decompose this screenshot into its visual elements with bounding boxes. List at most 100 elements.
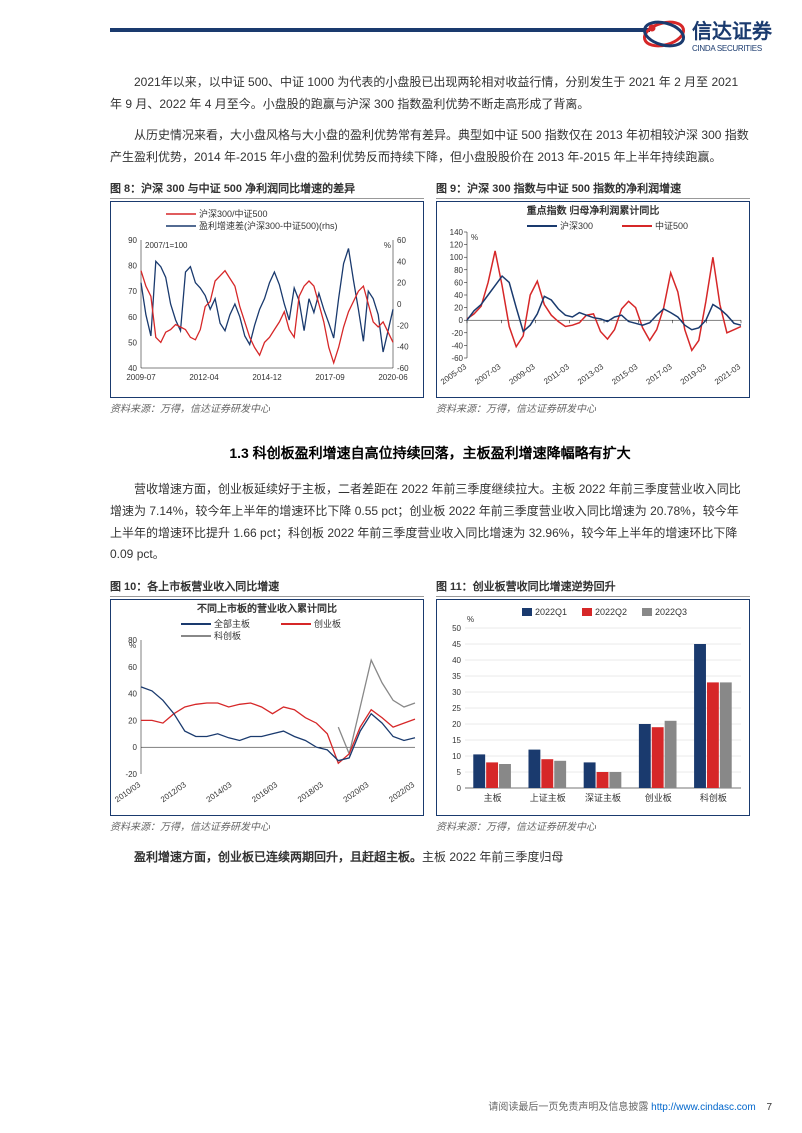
svg-text:2014/03: 2014/03 [205, 780, 234, 804]
section-1-3-title: 1.3 科创板盈利增速自高位持续回落，主板盈利增速降幅略有扩大 [110, 443, 750, 463]
paragraph-4: 盈利增速方面，创业板已连续两期回升，且赶超主板。主板 2022 年前三季度归母 [110, 847, 750, 869]
fig9-chart: 重点指数 归母净利润累计同比沪深300中证500%-60-40-20020406… [436, 201, 750, 398]
svg-text:深证主板: 深证主板 [585, 792, 621, 803]
svg-text:-20: -20 [451, 329, 463, 338]
svg-text:90: 90 [128, 236, 137, 245]
svg-text:60: 60 [454, 279, 463, 288]
svg-text:2009-03: 2009-03 [507, 362, 537, 387]
svg-text:70: 70 [128, 288, 137, 297]
paragraph-4-rest: 主板 2022 年前三季度归母 [422, 850, 563, 864]
svg-text:不同上市板的营业收入累计同比: 不同上市板的营业收入累计同比 [197, 602, 337, 615]
svg-text:2020/03: 2020/03 [342, 780, 371, 804]
svg-text:创业板: 创业板 [314, 618, 341, 629]
svg-text:%: % [384, 241, 391, 250]
footer-link[interactable]: http://www.cindasc.com [651, 1102, 755, 1113]
svg-text:2022Q3: 2022Q3 [655, 607, 687, 617]
svg-text:2017-03: 2017-03 [644, 362, 674, 387]
fig9-title: 图 9：沪深 300 指数与中证 500 指数的净利润增速 [436, 178, 750, 199]
svg-text:盈利增速差(沪深300-中证500)(rhs): 盈利增速差(沪深300-中证500)(rhs) [199, 220, 338, 231]
svg-text:45: 45 [452, 640, 461, 649]
svg-text:全部主板: 全部主板 [214, 618, 250, 629]
svg-text:80: 80 [454, 266, 463, 275]
svg-text:10: 10 [452, 752, 461, 761]
svg-text:20: 20 [397, 279, 406, 288]
svg-text:2011-03: 2011-03 [542, 362, 571, 386]
svg-text:40: 40 [128, 364, 137, 373]
svg-text:科创板: 科创板 [214, 630, 241, 641]
svg-text:-60: -60 [397, 364, 409, 373]
brand-header: 信达证券 CINDA SECURITIES [640, 10, 772, 58]
svg-text:-40: -40 [451, 342, 463, 351]
svg-text:2021-03: 2021-03 [713, 362, 743, 387]
fig9-source: 资料来源：万得，信达证券研发中心 [436, 400, 750, 415]
svg-text:2014-12: 2014-12 [252, 373, 282, 382]
fig10-source: 资料来源：万得，信达证券研发中心 [110, 818, 424, 833]
svg-text:30: 30 [452, 688, 461, 697]
svg-text:2020-06: 2020-06 [378, 373, 408, 382]
svg-text:上证主板: 上证主板 [530, 792, 566, 803]
svg-text:-20: -20 [397, 322, 409, 331]
svg-text:%: % [467, 615, 474, 624]
fig11-chart: %2022Q12022Q22022Q305101520253035404550主… [436, 599, 750, 816]
svg-text:2005-03: 2005-03 [439, 362, 469, 387]
svg-text:5: 5 [457, 768, 462, 777]
svg-text:80: 80 [128, 636, 137, 645]
svg-text:40: 40 [397, 258, 406, 267]
svg-text:沪深300/中证500: 沪深300/中证500 [199, 208, 268, 219]
svg-text:2007-03: 2007-03 [473, 362, 503, 387]
svg-text:2017-09: 2017-09 [315, 373, 345, 382]
paragraph-2: 从历史情况来看，大小盘风格与大小盘的盈利优势常有差异。典型如中证 500 指数仅… [110, 125, 750, 168]
page-number: 7 [766, 1102, 772, 1113]
svg-text:20: 20 [452, 720, 461, 729]
fig8-chart: 沪深300/中证500盈利增速差(沪深300-中证500)(rhs) 2007/1… [110, 201, 424, 398]
svg-text:2007/1=100: 2007/1=100 [145, 241, 188, 250]
svg-text:%: % [471, 233, 478, 242]
paragraph-1: 2021年以来，以中证 500、中证 1000 为代表的小盘股已出现两轮相对收益… [110, 72, 750, 115]
svg-text:0: 0 [133, 743, 138, 752]
svg-text:-20: -20 [125, 770, 137, 779]
page-footer: 请阅读最后一页免责声明及信息披露 http://www.cindasc.com … [488, 1098, 772, 1113]
svg-text:15: 15 [452, 736, 461, 745]
svg-text:20: 20 [128, 716, 137, 725]
header-rule [110, 28, 650, 32]
svg-text:2012/03: 2012/03 [159, 780, 188, 804]
svg-text:2015-03: 2015-03 [610, 362, 640, 387]
paragraph-4-bold: 盈利增速方面，创业板已连续两期回升，且赶超主板。 [134, 850, 422, 864]
svg-text:2009-07: 2009-07 [126, 373, 156, 382]
svg-text:主板: 主板 [484, 792, 502, 803]
brand-name-cn: 信达证券 [692, 15, 772, 44]
svg-text:35: 35 [452, 672, 461, 681]
svg-text:50: 50 [452, 624, 461, 633]
svg-text:140: 140 [450, 228, 464, 237]
svg-text:50: 50 [128, 339, 137, 348]
svg-text:重点指数 归母净利润累计同比: 重点指数 归母净利润累计同比 [527, 204, 660, 217]
svg-text:40: 40 [454, 291, 463, 300]
fig8-source: 资料来源：万得，信达证券研发中心 [110, 400, 424, 415]
svg-text:2022Q2: 2022Q2 [595, 607, 627, 617]
fig11-title: 图 11：创业板营收同比增速逆势回升 [436, 576, 750, 597]
svg-text:60: 60 [128, 313, 137, 322]
svg-text:-60: -60 [451, 354, 463, 363]
fig11-source: 资料来源：万得，信达证券研发中心 [436, 818, 750, 833]
svg-text:40: 40 [128, 689, 137, 698]
svg-text:2016/03: 2016/03 [250, 780, 279, 804]
svg-text:0: 0 [397, 300, 402, 309]
svg-text:25: 25 [452, 704, 461, 713]
svg-text:60: 60 [128, 663, 137, 672]
svg-text:创业板: 创业板 [645, 792, 672, 803]
svg-text:60: 60 [397, 236, 406, 245]
svg-text:20: 20 [454, 304, 463, 313]
svg-text:2010/03: 2010/03 [113, 780, 142, 804]
svg-text:2022/03: 2022/03 [387, 780, 416, 804]
svg-text:40: 40 [452, 656, 461, 665]
fig10-chart: 不同上市板的营业收入累计同比全部主板创业板科创板%-20020406080201… [110, 599, 424, 816]
brand-name-en: CINDA SECURITIES [692, 44, 772, 53]
paragraph-3: 营收增速方面，创业板延续好于主板，二者差距在 2022 年前三季度继续拉大。主板… [110, 479, 750, 565]
footer-disclaimer: 请阅读最后一页免责声明及信息披露 [488, 1102, 648, 1113]
svg-text:中证500: 中证500 [655, 220, 688, 231]
svg-text:0: 0 [459, 317, 464, 326]
svg-text:100: 100 [450, 254, 464, 263]
fig8-title: 图 8：沪深 300 与中证 500 净利润同比增速的差异 [110, 178, 424, 199]
main-content: 2021年以来，以中证 500、中证 1000 为代表的小盘股已出现两轮相对收益… [110, 72, 750, 878]
svg-text:2013-03: 2013-03 [576, 362, 606, 387]
